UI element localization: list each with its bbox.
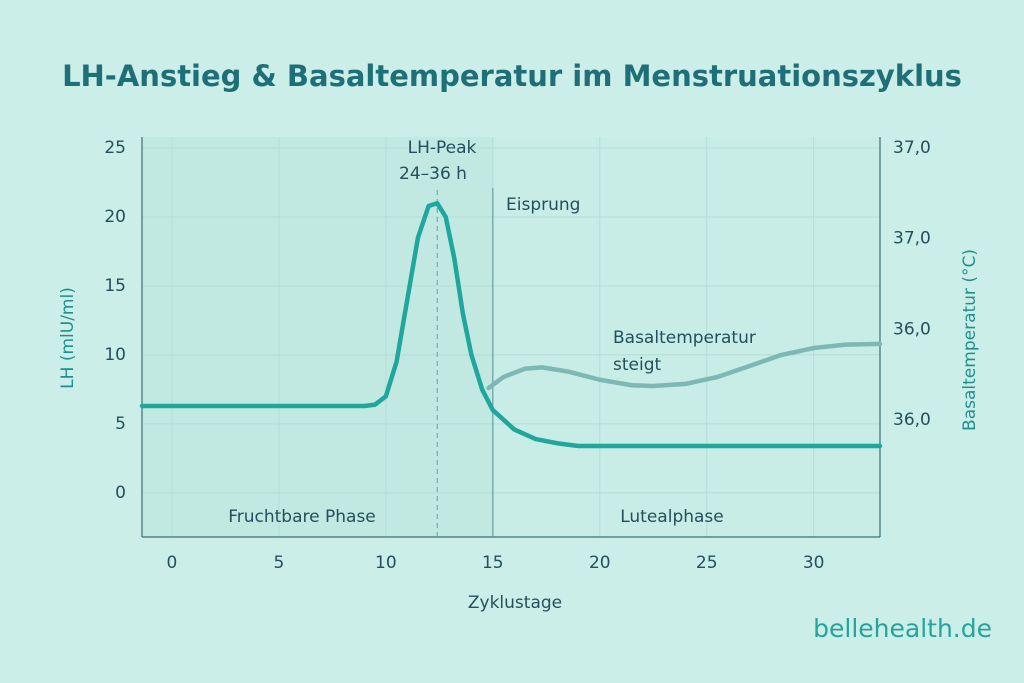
y-tick-label: 20 [104, 207, 126, 227]
y-tick-label: 0 [115, 483, 126, 503]
annotation: LH-Peak [408, 138, 477, 158]
x-tick-label: 15 [482, 553, 504, 573]
x-tick-label: 30 [803, 553, 825, 573]
y-tick-label: 15 [104, 276, 126, 296]
series-line [139, 200, 883, 449]
chart-title: LH-Anstieg & Basaltemperatur im Menstrua… [62, 59, 962, 93]
x-tick-label: 5 [273, 553, 284, 573]
annotation: Lutealphase [620, 507, 724, 527]
x-tick-label: 0 [167, 553, 178, 573]
series-line [486, 341, 883, 391]
annotation: 24–36 h [399, 164, 467, 184]
x-tick-label: 10 [375, 553, 397, 573]
annotation: steigt [613, 355, 661, 375]
y2-tick-label: 36,0 [893, 319, 931, 339]
x-tick-label: 20 [589, 553, 611, 573]
y2-tick-label: 36,0 [893, 410, 931, 430]
y-tick-label: 10 [104, 345, 126, 365]
annotation: Basaltemperatur [613, 328, 756, 348]
y-tick-label: 25 [104, 138, 126, 158]
phase-band [142, 137, 493, 537]
x-tick-label: 25 [696, 553, 718, 573]
y2-axis-label: Basaltemperatur (°C) [960, 249, 980, 431]
annotation: Fruchtbare Phase [228, 507, 376, 527]
y-tick-label: 5 [115, 414, 126, 434]
y-axis-label: LH (mlU/ml) [58, 287, 78, 389]
source: bellehealth.de [813, 614, 992, 643]
annotation: Eisprung [506, 195, 580, 215]
x-axis-label: Zyklustage [468, 593, 562, 613]
y2-tick-label: 37,0 [893, 138, 931, 158]
y2-tick-label: 37,0 [893, 229, 931, 249]
phase-band [492, 137, 880, 537]
